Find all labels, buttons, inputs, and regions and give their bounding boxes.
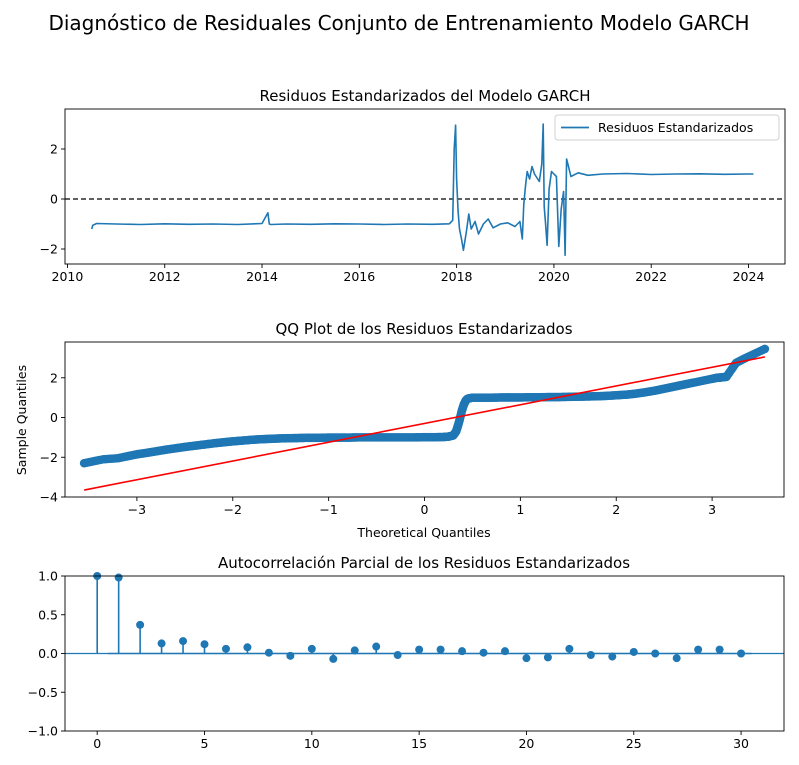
qq-x-tick-label: 3 xyxy=(708,502,716,517)
pacf-marker xyxy=(372,642,381,651)
qq-y-tick-label: −4 xyxy=(40,490,58,505)
qq-axes-frame xyxy=(64,341,785,498)
qq-y-axis-label: Sample Quantiles xyxy=(14,365,29,475)
pacf-x-tick-label: 10 xyxy=(304,736,320,751)
pacf-marker xyxy=(393,651,402,660)
pacf-marker xyxy=(522,654,531,663)
figure-suptitle: Diagnóstico de Residuales Conjunto de En… xyxy=(48,11,749,35)
pacf-marker xyxy=(286,651,295,660)
legend-box xyxy=(554,114,780,141)
residuals-y-tick-label: 2 xyxy=(50,142,58,157)
pacf-marker xyxy=(458,647,467,656)
pacf-marker xyxy=(436,645,445,654)
qq-x-tick-label: −3 xyxy=(128,502,146,517)
qq-x-tick-label: 0 xyxy=(421,502,429,517)
pacf-y-tick-label: −1.0 xyxy=(28,724,58,739)
pacf-marker xyxy=(157,639,166,648)
pacf-y-tick-label: 1.0 xyxy=(38,569,58,584)
residuals-series-line xyxy=(91,123,754,257)
pacf-marker xyxy=(415,645,424,654)
pacf-marker xyxy=(329,654,338,663)
pacf-marker xyxy=(350,646,359,655)
pacf-marker xyxy=(114,573,123,582)
qq-x-tick-label: 2 xyxy=(612,502,620,517)
residuals-y-tick-label: 0 xyxy=(50,192,58,207)
qq-x-tick-label: 1 xyxy=(516,502,524,517)
qq-reference-line xyxy=(84,356,765,491)
residuals-x-tick-label: 2014 xyxy=(246,269,278,284)
qq-plot-title: QQ Plot de los Residuos Estandarizados xyxy=(275,320,572,338)
pacf-marker xyxy=(221,644,230,653)
pacf-x-tick-label: 0 xyxy=(93,736,101,751)
qq-x-tick-label: −1 xyxy=(319,502,337,517)
pacf-panel: Autocorrelación Parcial de los Residuos … xyxy=(28,554,785,751)
pacf-x-tick-label: 25 xyxy=(626,736,642,751)
pacf-marker xyxy=(179,637,188,646)
pacf-marker xyxy=(243,643,252,652)
pacf-marker xyxy=(608,652,617,661)
residuals-x-tick-label: 2010 xyxy=(52,269,84,284)
residuals-x-tick-label: 2024 xyxy=(733,269,765,284)
residuals-x-tick-label: 2022 xyxy=(635,269,667,284)
pacf-marker xyxy=(737,649,746,658)
pacf-marker xyxy=(307,644,316,653)
residuals-axes-frame xyxy=(64,108,786,265)
legend-label: Residuos Estandarizados xyxy=(598,120,753,135)
residuals-x-tick-label: 2020 xyxy=(538,269,570,284)
residuals-timeseries-title: Residuos Estandarizados del Modelo GARCH xyxy=(260,87,591,105)
pacf-title: Autocorrelación Parcial de los Residuos … xyxy=(218,554,630,572)
qq-y-tick-label: 2 xyxy=(50,370,58,385)
pacf-y-tick-label: 0.0 xyxy=(38,646,58,661)
residuals-legend: Residuos Estandarizados xyxy=(554,114,780,141)
qq-x-tick-label: −2 xyxy=(224,502,242,517)
pacf-marker xyxy=(200,640,209,649)
residuals-x-tick-label: 2016 xyxy=(343,269,375,284)
pacf-marker xyxy=(565,644,574,653)
pacf-marker xyxy=(651,649,660,658)
qq-plot-panel: QQ Plot de los Residuos Estandarizados T… xyxy=(14,320,785,540)
residuals-y-tick-label: −2 xyxy=(40,242,58,257)
pacf-marker xyxy=(136,620,145,629)
qq-x-axis-label: Theoretical Quantiles xyxy=(356,525,490,540)
qq-point xyxy=(760,344,770,354)
pacf-marker xyxy=(694,645,703,654)
pacf-x-tick-label: 30 xyxy=(733,736,749,751)
residuals-x-tick-label: 2012 xyxy=(149,269,181,284)
qq-y-tick-label: −2 xyxy=(40,450,58,465)
pacf-marker xyxy=(264,648,273,657)
pacf-x-tick-label: 15 xyxy=(411,736,427,751)
pacf-marker xyxy=(715,645,724,654)
residuals-timeseries-panel: Residuos Estandarizados del Modelo GARCH… xyxy=(40,87,786,284)
pacf-marker xyxy=(672,654,681,663)
pacf-y-tick-label: 0.5 xyxy=(38,607,58,622)
pacf-marker xyxy=(479,648,488,657)
qq-y-tick-label: 0 xyxy=(50,410,58,425)
pacf-x-tick-label: 5 xyxy=(201,736,209,751)
pacf-marker xyxy=(629,647,638,656)
pacf-y-tick-label: −0.5 xyxy=(28,685,58,700)
pacf-x-tick-label: 20 xyxy=(518,736,534,751)
residuals-x-tick-label: 2018 xyxy=(441,269,473,284)
pacf-marker xyxy=(586,651,595,660)
pacf-marker xyxy=(543,653,552,662)
pacf-marker xyxy=(500,647,509,656)
